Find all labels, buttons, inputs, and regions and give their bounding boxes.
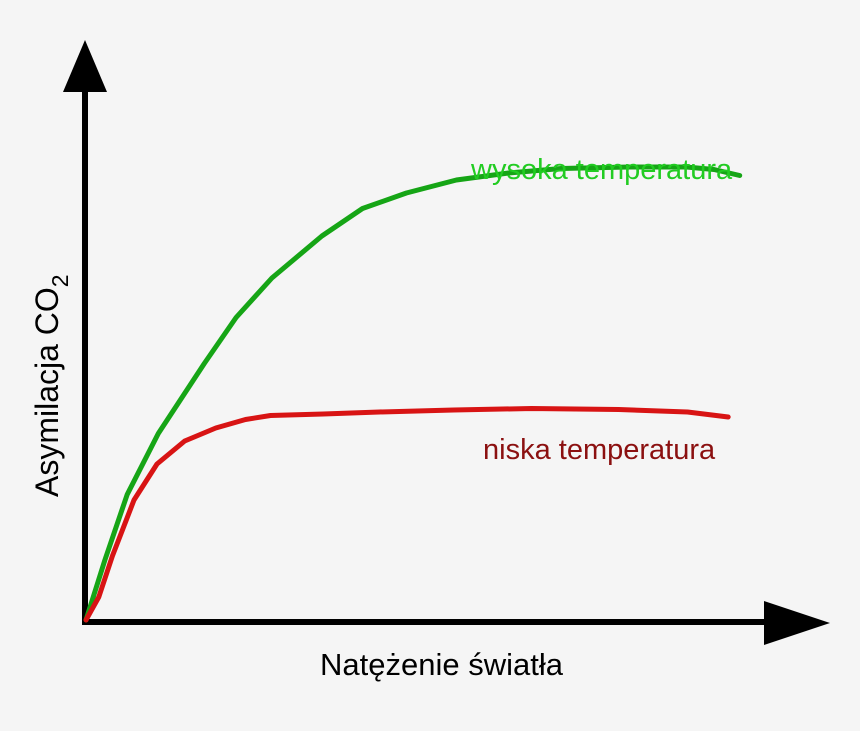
x-axis-arrowhead: [764, 601, 830, 645]
x-axis-title: Natężenie światła: [320, 647, 564, 682]
y-axis-title: Asymilacja CO2: [29, 274, 73, 497]
axes: [63, 40, 830, 645]
series-label-low-temp: niska temperatura: [483, 434, 716, 466]
series-lines: [83, 164, 743, 623]
series-line-low-temp: [83, 406, 731, 623]
y-axis-title-subscript: 2: [47, 274, 73, 287]
series-line-high-temp: [83, 164, 743, 623]
y-axis-arrowhead: [63, 40, 107, 92]
series-label-high-temp: wysoka temperatura: [470, 154, 733, 186]
y-axis-title-main: Asymilacja CO: [29, 287, 65, 497]
